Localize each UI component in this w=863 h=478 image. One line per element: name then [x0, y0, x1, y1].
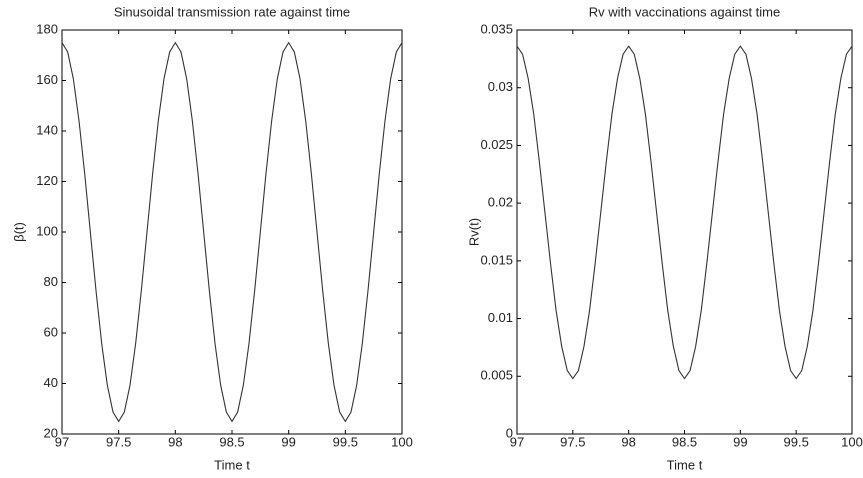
line	[61, 41, 403, 423]
x-tick-label: 98.5	[219, 434, 244, 449]
y-tick-label: 60	[44, 324, 58, 339]
y-tick-label: 20	[44, 425, 58, 440]
y-tick-label: 0.005	[480, 368, 513, 383]
y-tick-label: 0.03	[488, 79, 513, 94]
x-tick-label: 100	[391, 434, 413, 449]
y-axis-label: β(t)	[11, 222, 26, 242]
y-tick-label: 0.01	[488, 310, 513, 325]
y-tick-label: 0.015	[480, 252, 513, 267]
y-axis-label: Rv(t)	[466, 218, 481, 246]
x-tick-label: 97.5	[560, 434, 585, 449]
y-tick-label: 0.02	[488, 195, 513, 210]
x-tick-label: 97	[55, 434, 69, 449]
y-tick-label: 0.025	[480, 137, 513, 152]
y-tick-label: 160	[36, 72, 58, 87]
y-tick-label: 180	[36, 21, 58, 36]
x-tick-label: 99	[733, 434, 747, 449]
y-tick-label: 0.035	[480, 21, 513, 36]
x-tick-label: 98	[168, 434, 182, 449]
x-tick-label: 99	[281, 434, 295, 449]
x-axis-label: Time t	[667, 457, 703, 472]
y-tick-label: 120	[36, 173, 58, 188]
x-tick-label: 98.5	[672, 434, 697, 449]
y-tick-label: 40	[44, 375, 58, 390]
axes-box	[61, 29, 403, 435]
chart-title: Sinusoidal transmission rate against tim…	[114, 4, 350, 19]
line	[516, 45, 853, 380]
y-tick-label: 0	[506, 425, 513, 440]
x-tick-label: 100	[841, 434, 863, 449]
x-axis-label: Time t	[214, 457, 250, 472]
y-tick-label: 140	[36, 122, 58, 137]
x-tick-label: 99.5	[333, 434, 358, 449]
x-tick-label: 98	[621, 434, 635, 449]
x-tick-label: 99.5	[784, 434, 809, 449]
x-tick-label: 97.5	[106, 434, 131, 449]
y-tick-label: 100	[36, 223, 58, 238]
y-tick-label: 80	[44, 274, 58, 289]
chart-title: Rv with vaccinations against time	[589, 4, 780, 19]
x-tick-label: 97	[510, 434, 524, 449]
axes-box	[516, 29, 853, 435]
